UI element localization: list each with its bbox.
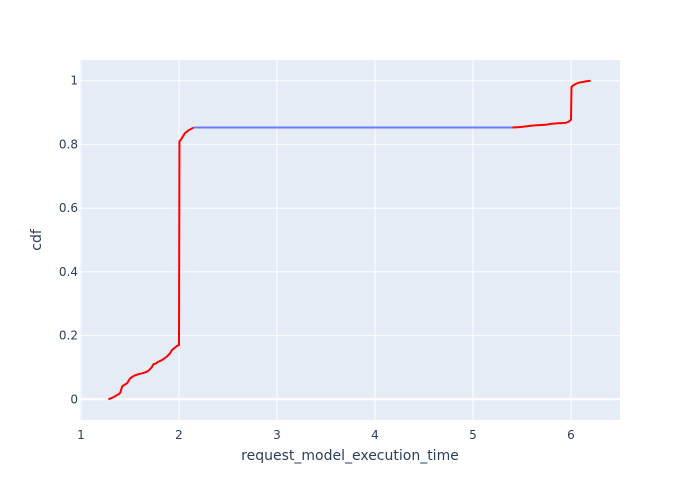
plot-area	[80, 60, 620, 420]
x-axis-ticks: 1 2 3 4 5 6	[77, 428, 575, 442]
series-line-3	[512, 79, 591, 129]
y-axis-ticks: 0 0.2 0.4 0.6 0.8 1	[59, 74, 78, 407]
y-tick-label: 0.4	[59, 265, 78, 279]
series-line-1	[108, 126, 195, 401]
y-tick-label: 0.6	[59, 201, 78, 215]
y-tick-label: 0.2	[59, 329, 78, 343]
x-axis-title: request_model_execution_time	[241, 448, 459, 464]
x-tick-label: 5	[469, 428, 477, 442]
series-lines	[108, 79, 591, 401]
y-tick-label: 0.8	[59, 137, 78, 151]
x-tick-label: 1	[77, 428, 85, 442]
x-tick-label: 2	[175, 428, 183, 442]
y-tick-label: 1	[70, 74, 78, 88]
x-tick-label: 4	[371, 428, 379, 442]
y-axis-title: cdf	[29, 228, 45, 251]
x-tick-label: 6	[567, 428, 575, 442]
x-tick-label: 3	[273, 428, 281, 442]
y-tick-label: 0	[70, 392, 78, 406]
plot-background	[80, 60, 620, 420]
